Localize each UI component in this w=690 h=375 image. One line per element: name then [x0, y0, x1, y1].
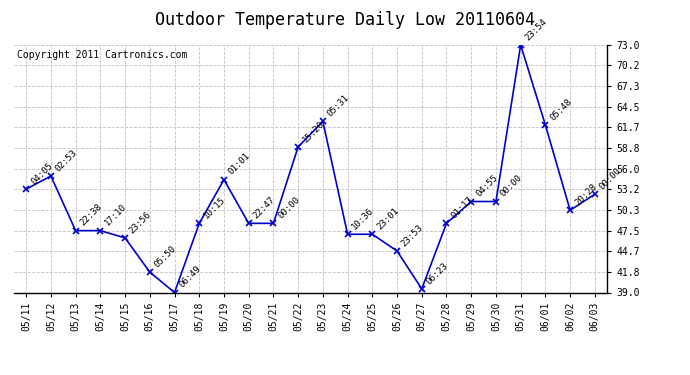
Text: 15:20: 15:20	[301, 119, 326, 144]
Text: 22:47: 22:47	[251, 195, 277, 220]
Text: 10:15: 10:15	[202, 195, 228, 220]
Text: 04:05: 04:05	[29, 161, 55, 186]
Text: 23:01: 23:01	[375, 206, 400, 231]
Text: Outdoor Temperature Daily Low 20110604: Outdoor Temperature Daily Low 20110604	[155, 11, 535, 29]
Text: 05:48: 05:48	[548, 97, 573, 122]
Text: 06:23: 06:23	[424, 261, 450, 286]
Text: 01:17: 01:17	[449, 195, 475, 220]
Text: Copyright 2011 Cartronics.com: Copyright 2011 Cartronics.com	[17, 50, 187, 60]
Text: 10:36: 10:36	[351, 206, 376, 231]
Text: 00:00: 00:00	[499, 173, 524, 199]
Text: 05:31: 05:31	[326, 93, 351, 118]
Text: 17:10: 17:10	[103, 202, 128, 228]
Text: 04:55: 04:55	[474, 173, 500, 199]
Text: 05:50: 05:50	[152, 244, 178, 269]
Text: 23:53: 23:53	[400, 223, 425, 248]
Text: 02:53: 02:53	[54, 148, 79, 173]
Text: 20:28: 20:28	[573, 182, 598, 207]
Text: 06:49: 06:49	[177, 264, 203, 290]
Text: 23:56: 23:56	[128, 210, 153, 235]
Text: 01:01: 01:01	[227, 152, 252, 177]
Text: 00:00: 00:00	[598, 166, 623, 192]
Text: 23:54: 23:54	[524, 17, 549, 42]
Text: 00:00: 00:00	[276, 195, 302, 220]
Text: 22:38: 22:38	[79, 202, 103, 228]
